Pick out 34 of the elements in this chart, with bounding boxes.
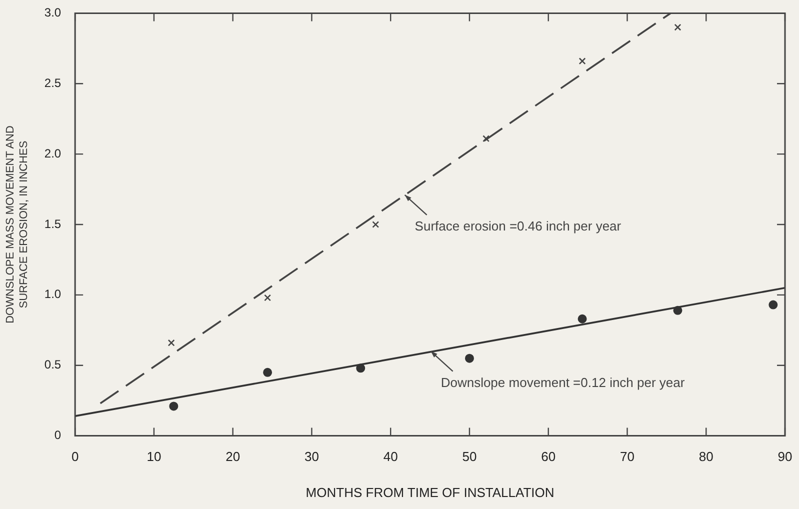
x-tick-label: 80 (698, 449, 714, 464)
y-tick-label: 2.5 (44, 76, 62, 90)
y-tick-label: 2.0 (44, 146, 62, 160)
x-tick-label: 10 (146, 449, 162, 464)
x-tick-label: 70 (620, 449, 634, 464)
point (372, 221, 380, 228)
point (168, 339, 175, 346)
point (578, 58, 586, 65)
point (768, 300, 778, 310)
point (464, 354, 474, 363)
x-axis-title: MONTHS FROM TIME OF INSTALLATION (306, 484, 554, 500)
annotation: Downslope movement =0.12 inch per year (440, 374, 686, 390)
x-tick-label: 20 (226, 449, 240, 464)
y-tick-label: 1.0 (44, 287, 62, 302)
x-tick-label: 50 (462, 449, 477, 464)
point (578, 314, 587, 324)
point (356, 364, 366, 373)
y-tick-label: 3.0 (44, 6, 62, 20)
x-tick-label: 40 (383, 449, 398, 464)
x-tick-label: 90 (778, 449, 792, 464)
point (482, 135, 490, 142)
annotation: Surface erosion =0.46 inch per year (414, 218, 622, 234)
y-tick-label: 0.5 (44, 358, 62, 372)
x-tick-label: 0 (71, 449, 79, 464)
point (263, 368, 272, 377)
point (169, 402, 178, 411)
y-tick-label: 0 (54, 428, 62, 442)
x-tick-label: 60 (541, 449, 556, 464)
y-axis-title: DOWNSLOPE MASS MOVEMENT AND SURFACE EROSION, IN INCHES (4, 126, 30, 324)
point (674, 24, 682, 31)
point (264, 294, 272, 302)
point (673, 306, 682, 315)
y-tick-label: 1.5 (44, 216, 62, 231)
x-tick-label: 30 (304, 449, 319, 464)
